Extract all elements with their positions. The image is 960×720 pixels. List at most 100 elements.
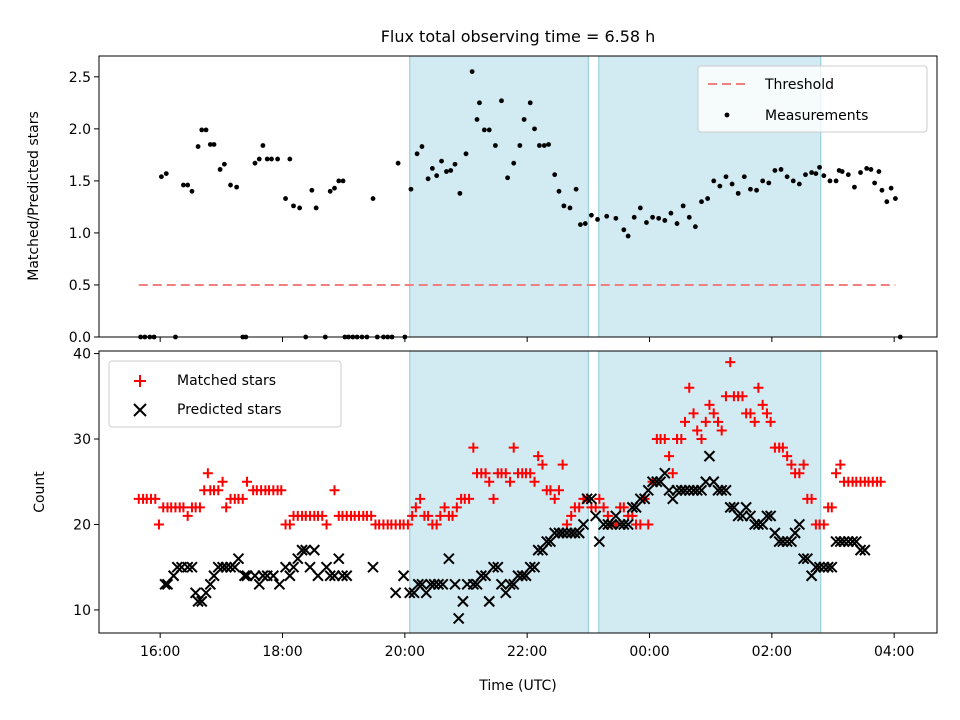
measurement-point [492,143,498,148]
measurement-point [813,171,819,177]
matched-star-point [618,502,629,513]
bottom-shaded-region-1 [409,350,589,634]
matched-star-point [818,519,829,530]
measurement-point [884,199,890,205]
predicted-star-point [797,552,810,565]
matched-star-point [150,493,161,504]
matched-star-point [317,510,328,521]
legend-threshold-label: Threshold [764,77,834,93]
predicted-star-point [200,587,212,599]
predicted-star-point [483,595,495,608]
measurement-point [444,169,449,174]
measurement-point [228,182,233,188]
matched-star-point [594,493,605,504]
measurement-point [527,100,533,106]
measurement-point [195,144,201,149]
matched-star-point [684,382,695,393]
measurement-point [868,167,874,172]
matched-star-point [835,459,846,470]
matched-star-point [505,476,516,487]
predicted-star-point [528,561,541,573]
matched-star-point [435,510,446,521]
predicted-star-point [189,587,202,599]
matched-star-point [284,519,295,530]
predicted-star-point [324,570,336,582]
matched-star-point [761,408,772,419]
predicted-star-point [312,570,324,582]
predicted-star-point [232,552,245,565]
matched-star-point [708,408,719,419]
measurement-point [313,205,319,211]
measurement-point [370,196,376,201]
matched-star-point [217,476,228,487]
measurement-point [637,205,643,211]
measurement-point [705,196,711,201]
predicted-star-point [720,484,732,496]
matched-star-point [574,502,585,513]
bottom-legend: Matched stars Predicted stars [108,360,342,428]
predicted-star-point [605,518,618,531]
legend-predicted-swatch [133,403,147,417]
measurement-point [327,188,333,194]
measurement-point [452,161,458,167]
y-tick-label: 1.5 [69,174,91,190]
predicted-star-point [171,561,184,573]
measurement-point [234,184,240,190]
predicted-star-point [443,552,455,565]
predicted-star-point [159,578,171,590]
matched-star-point [321,519,332,530]
measurement-point [872,180,878,186]
predicted-star-point [287,561,300,573]
matched-star-point [213,485,224,496]
matched-star-point [692,425,703,436]
predicted-star-point [630,501,642,514]
measurement-point [827,178,833,184]
measurement-point [778,167,784,172]
predicted-star-point [715,484,728,496]
measurement-point [448,168,454,173]
predicted-star-point [471,578,483,590]
predicted-star-point [679,484,691,496]
measurement-point [419,144,425,149]
matched-star-point [667,468,678,479]
y-tick-label: 1.0 [69,226,91,242]
predicted-star-point [492,561,504,573]
measurement-point [573,186,579,192]
matched-star-point [716,425,727,436]
matched-star-point [798,459,809,470]
matched-star-point [676,434,687,445]
measurement-point [817,164,822,170]
predicted-star-point [308,544,321,556]
predicted-star-point [642,484,654,496]
measurement-point [521,117,527,122]
measurement-point [181,182,186,188]
measurement-point [163,171,169,177]
predicted-star-point [524,561,536,573]
measurements-series [138,69,903,340]
matched-star-point [765,416,776,427]
measurement-point [505,175,511,181]
measurement-point [845,172,851,178]
measurement-point [158,174,164,180]
matched-star-point [782,451,793,462]
measurement-point [269,156,274,162]
bottom-ticks: 16:00 18:00 20:00 22:00 00:00 02:00 04:00 10 20 3… [73,347,914,660]
predicted-star-point [186,561,198,573]
matched-star-point [537,459,548,470]
measurement-point [621,227,627,233]
predicted-star-point [204,578,217,590]
matched-star-point [533,451,544,462]
measurement-point [858,170,863,175]
predicted-star-point [257,570,269,582]
measurement-point [439,158,444,164]
matched-star-point [439,502,450,513]
measurement-point [297,205,303,211]
x-tick-label: 18:00 [262,644,302,660]
predicted-star-point [208,570,220,582]
measurement-point [668,210,674,216]
x-axis-label: Time (UTC) [478,678,556,694]
matched-star-point [508,442,519,453]
matched-star-point [875,476,886,487]
predicted-star-point [196,595,208,608]
predicted-star-point [764,510,777,522]
